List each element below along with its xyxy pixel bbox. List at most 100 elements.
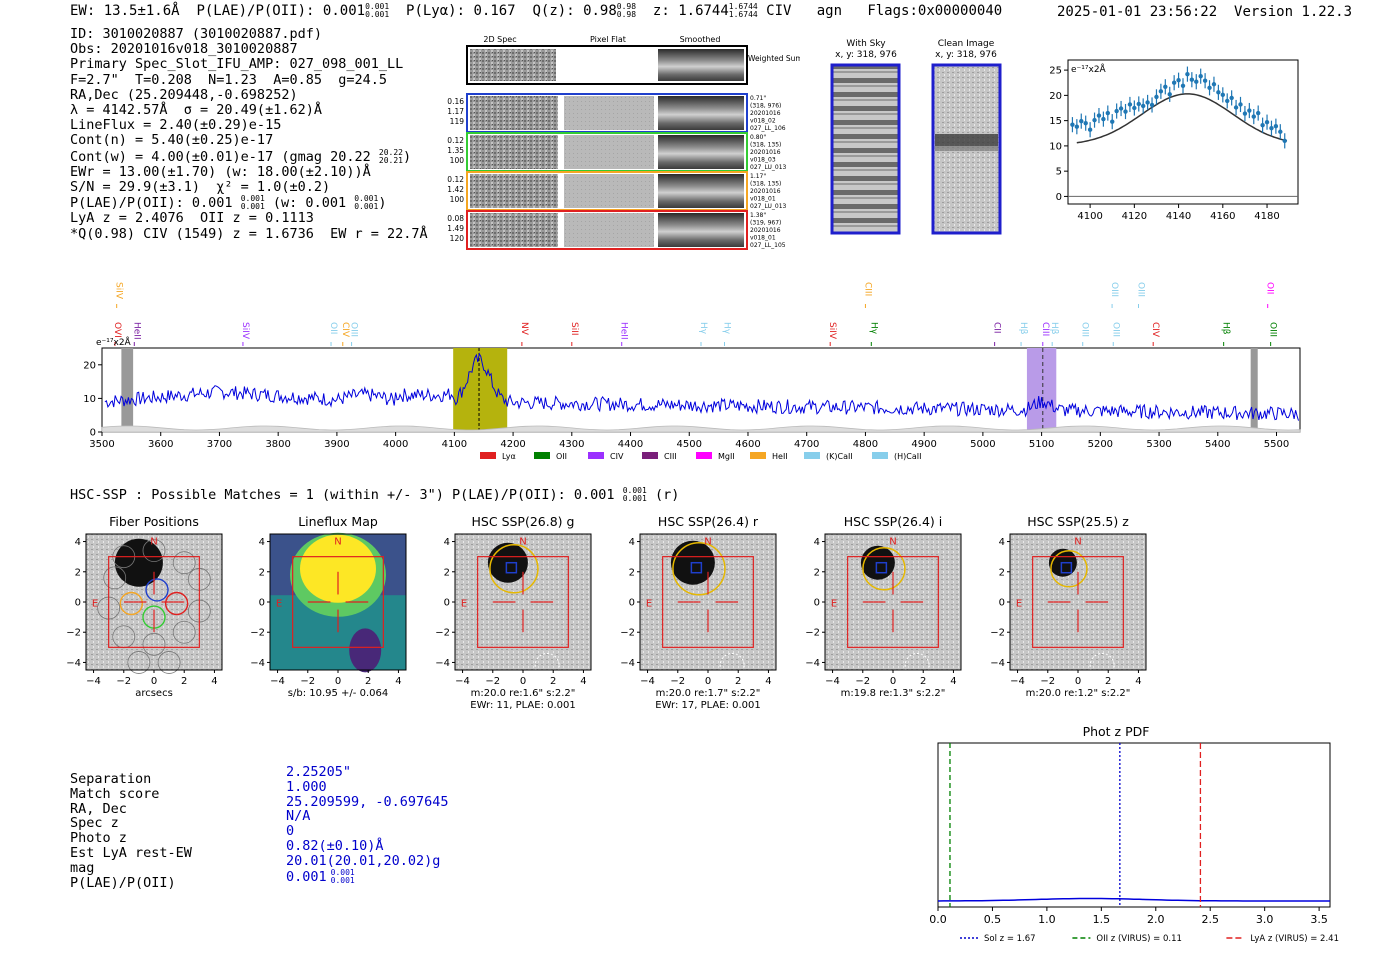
match-table-row: mag 20.01(20.01,20.02)g (70, 853, 449, 876)
x-tick-label: 4140 (1166, 211, 1191, 222)
data-point (1260, 122, 1265, 128)
match-value: N/A (286, 808, 311, 825)
match-table-row: Spec z N/A (70, 809, 449, 831)
data-point (1194, 79, 1199, 84)
data-point (1255, 110, 1261, 116)
fiber-circle (172, 620, 196, 644)
line-label: CIV (1150, 322, 1160, 338)
data-point (1189, 77, 1195, 82)
y-tick-label: −2 (805, 628, 820, 639)
north-label: N (150, 537, 157, 548)
line-label: CIV (340, 322, 350, 338)
x-tick-label: 0 (705, 676, 711, 687)
image-cutout (825, 534, 961, 670)
data-point (1229, 95, 1234, 101)
y-tick-label: −4 (435, 658, 450, 669)
col-pixel-flat: Pixel Flat (590, 35, 626, 44)
match-table-row: Photo z 0 (70, 824, 449, 846)
info-cont-n: Cont(n) = 5.40(±0.25)e-17 (70, 132, 274, 149)
data-point (1278, 129, 1283, 134)
data-point (1163, 84, 1168, 89)
line-label: Hβ (1049, 322, 1059, 335)
masked-region (121, 348, 134, 432)
y-tick-label: −4 (620, 658, 635, 669)
plae-label: P(LAE)/P(OII): (196, 3, 315, 19)
line-label: OIII (1080, 322, 1090, 337)
x-tick-label: 4800 (853, 439, 878, 450)
x-tick-label: −4 (825, 676, 840, 687)
east-label: E (92, 599, 98, 610)
stamp-right-label: 027_LU_013 (750, 203, 787, 210)
x-tick-label: 4 (580, 676, 586, 687)
line-label: OIII (1268, 322, 1278, 337)
match-label: RA, Dec (70, 800, 127, 817)
x-tick-label: 4500 (677, 439, 702, 450)
x-tick-label: 3900 (324, 439, 349, 450)
data-point (1110, 119, 1115, 124)
y-tick-label: −4 (990, 658, 1005, 669)
detection-info: ID: 3010020887 (3010020887.pdf) Obs: 2020… (70, 26, 428, 242)
panel-caption: m:19.8 re:1.3" s:2.2" (841, 688, 946, 699)
info-lineflux: LineFlux = 2.40(±0.29)e-15 (70, 117, 282, 134)
fiber-circle (142, 632, 166, 656)
model-curve (1076, 93, 1288, 144)
legend-label: (H)CaII (894, 452, 921, 461)
legend-label: Lyα (502, 452, 516, 461)
stamp-smooth (658, 213, 744, 247)
stamp-grid: 2D Spec Pixel Flat Smoothed Weighted Sum… (447, 35, 800, 250)
legend-label: LyA z (VIRUS) = 2.41 (1250, 934, 1339, 944)
qz-label: Q(z): (532, 3, 575, 19)
x-tick-label: 1.0 (1038, 913, 1056, 926)
fiber-circle (103, 566, 127, 590)
x-tick-label: 0 (1075, 676, 1081, 687)
x-tick-label: 1.5 (1093, 913, 1111, 926)
spectrum-line (104, 352, 1299, 421)
x-tick-label: 4700 (794, 439, 819, 450)
match-value: 1.000 (286, 778, 327, 795)
qz-hi: 0.98 (616, 2, 637, 11)
legend-label: HeII (772, 452, 788, 461)
match-table-row: RA, Dec 25.209599, -0.697645 (70, 794, 449, 817)
y-tick-label: −4 (66, 658, 81, 669)
field-box (847, 556, 939, 648)
x-tick-label: 2 (181, 676, 187, 687)
line-label: SiIV (240, 322, 250, 340)
weighted-sum-label: Weighted Sum (748, 54, 800, 63)
x-tick-label: 4 (950, 676, 956, 687)
line-label: CIII (1040, 322, 1050, 336)
stamp-left-label: 0.16 (447, 97, 464, 106)
data-point (1242, 111, 1248, 116)
y-tick-label: 2 (259, 567, 265, 578)
north-label: N (704, 537, 711, 548)
data-point (1225, 98, 1230, 104)
info-id: ID: 3010020887 (3010020887.pdf) (70, 26, 322, 42)
data-point (1105, 110, 1111, 116)
data-point (1220, 92, 1226, 98)
stamp-right-label: (318, 135) (750, 181, 781, 188)
x-tick-label: 5000 (970, 439, 995, 450)
y-tick-label: 25 (1049, 66, 1062, 77)
data-point (1114, 108, 1119, 114)
ew-label: EW: (70, 3, 96, 19)
z-lo: 1.6744 (728, 10, 758, 19)
data-point (1149, 102, 1155, 108)
line-label: OII (1265, 282, 1275, 294)
line-label: OIII (1110, 322, 1120, 337)
stamp-left-label: 1.49 (447, 224, 464, 233)
fiber-circle (157, 651, 181, 674)
stamp-right-label: (318, 135) (750, 142, 781, 149)
line-label: OVI (112, 322, 122, 338)
x-tick-label: 0 (520, 676, 526, 687)
y-tick-label: 2 (75, 567, 81, 578)
x-tick-label: 5200 (1088, 439, 1113, 450)
match-table-row: Est LyA rest-EW 0.82(±0.10)Å (70, 839, 449, 861)
info-radec: RA,Dec (25.209448,-0.698252) (70, 86, 298, 103)
info-primary: Primary Spec_Slot_IFU_AMP: 027_098_001_L… (70, 56, 404, 73)
plae-lo: 0.001 (365, 10, 390, 19)
legend-swatch (642, 452, 658, 459)
photz-pdf-chart: Phot z PDF 0.0 0.5 1.0 1.5 2.0 2.5 3.0 3.5 Sol z … (929, 724, 1339, 944)
stamp-2d (470, 96, 558, 130)
x-tick-label: −2 (300, 676, 315, 687)
stamp-smooth (658, 135, 744, 169)
